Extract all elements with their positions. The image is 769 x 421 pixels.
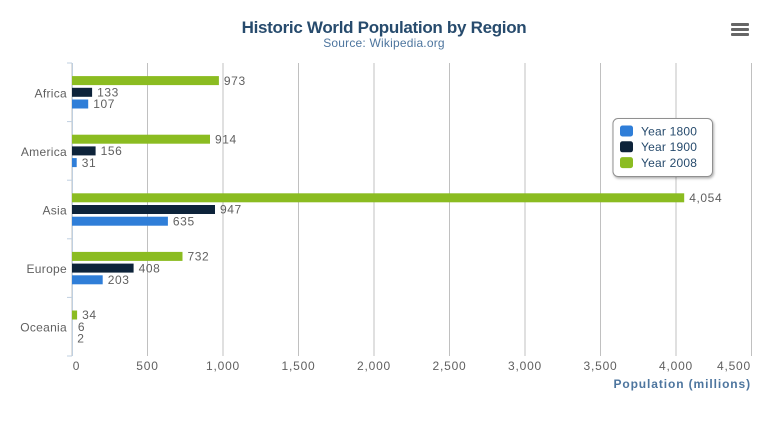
- svg-text:3,000: 3,000: [508, 359, 542, 373]
- svg-text:732: 732: [188, 250, 210, 264]
- svg-text:408: 408: [139, 261, 161, 275]
- svg-text:3,500: 3,500: [583, 359, 617, 373]
- svg-text:947: 947: [220, 203, 242, 217]
- svg-text:133: 133: [97, 86, 119, 100]
- svg-text:Asia: Asia: [42, 204, 67, 218]
- svg-text:635: 635: [173, 214, 195, 228]
- svg-text:Europe: Europe: [27, 262, 68, 276]
- svg-text:4,000: 4,000: [659, 359, 693, 373]
- svg-text:0: 0: [73, 359, 80, 373]
- svg-text:Year 1900: Year 1900: [641, 140, 697, 154]
- svg-text:914: 914: [215, 132, 237, 146]
- svg-text:Year 2008: Year 2008: [641, 156, 697, 170]
- svg-text:500: 500: [136, 359, 158, 373]
- svg-text:Year 1800: Year 1800: [641, 124, 697, 138]
- svg-text:Africa: Africa: [35, 86, 67, 100]
- svg-text:1,000: 1,000: [206, 359, 240, 373]
- svg-text:1,500: 1,500: [281, 359, 315, 373]
- svg-text:973: 973: [224, 74, 246, 88]
- svg-text:31: 31: [82, 156, 97, 170]
- svg-text:2,500: 2,500: [432, 359, 466, 373]
- svg-text:156: 156: [101, 144, 123, 158]
- svg-text:Oceania: Oceania: [20, 321, 67, 335]
- svg-text:2: 2: [77, 332, 84, 346]
- svg-text:2,000: 2,000: [357, 359, 391, 373]
- svg-text:America: America: [21, 145, 67, 159]
- svg-text:4,054: 4,054: [689, 191, 722, 205]
- svg-text:Source: Wikipedia.org: Source: Wikipedia.org: [323, 36, 445, 50]
- svg-text:203: 203: [108, 273, 130, 287]
- svg-text:4,500: 4,500: [717, 359, 751, 373]
- svg-text:107: 107: [93, 97, 115, 111]
- svg-text:6: 6: [78, 320, 85, 334]
- svg-text:34: 34: [82, 308, 97, 322]
- svg-text:Historic World Population by R: Historic World Population by Region: [242, 18, 527, 37]
- svg-text:Population (millions): Population (millions): [613, 377, 751, 391]
